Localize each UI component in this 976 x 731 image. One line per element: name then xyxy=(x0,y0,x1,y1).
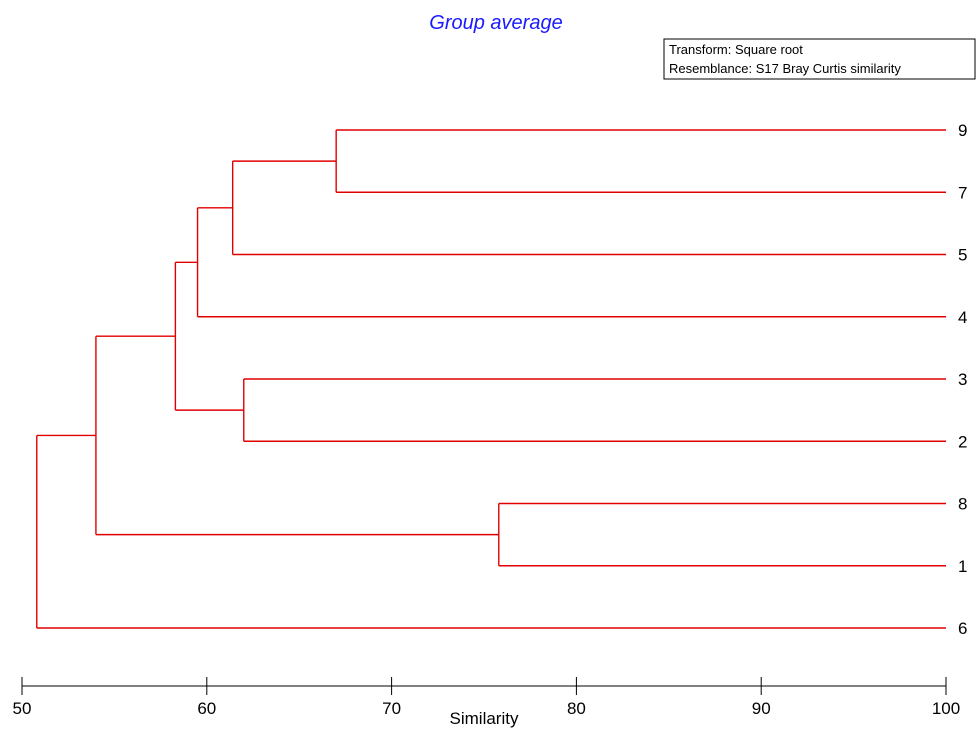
x-tick-label: 70 xyxy=(382,699,401,718)
leaf-label: 3 xyxy=(958,370,967,389)
leaf-label: 7 xyxy=(958,183,967,202)
legend-border xyxy=(663,38,976,80)
leaf-labels: 9 7 5 4 3 2 8 1 6 xyxy=(958,121,967,638)
chart-title: Group average xyxy=(429,12,562,34)
legend-resemblance: Resemblance: S17 Bray Curtis similarity xyxy=(669,61,901,76)
leaf-label: 5 xyxy=(958,246,967,265)
x-axis-title: Similarity xyxy=(450,709,519,728)
legend-transform: Transform: Square root xyxy=(669,42,803,57)
dendrogram-branches xyxy=(36,129,946,629)
x-tick-label: 50 xyxy=(13,699,32,718)
x-tick-label: 100 xyxy=(932,699,960,718)
leaf-label: 4 xyxy=(958,308,967,327)
legend-box: Transform: Square root Resemblance: S17 … xyxy=(663,38,976,80)
leaf-label: 8 xyxy=(958,495,967,514)
leaf-label: 6 xyxy=(958,619,967,638)
x-tick-label: 80 xyxy=(567,699,586,718)
leaf-label: 1 xyxy=(958,557,967,576)
x-tick-label: 90 xyxy=(752,699,771,718)
x-tick-label: 60 xyxy=(197,699,216,718)
x-axis xyxy=(21,677,947,695)
leaf-label: 2 xyxy=(958,432,967,451)
leaf-label: 9 xyxy=(958,121,967,140)
x-tick-labels: 50 60 70 80 90 100 xyxy=(13,699,961,718)
